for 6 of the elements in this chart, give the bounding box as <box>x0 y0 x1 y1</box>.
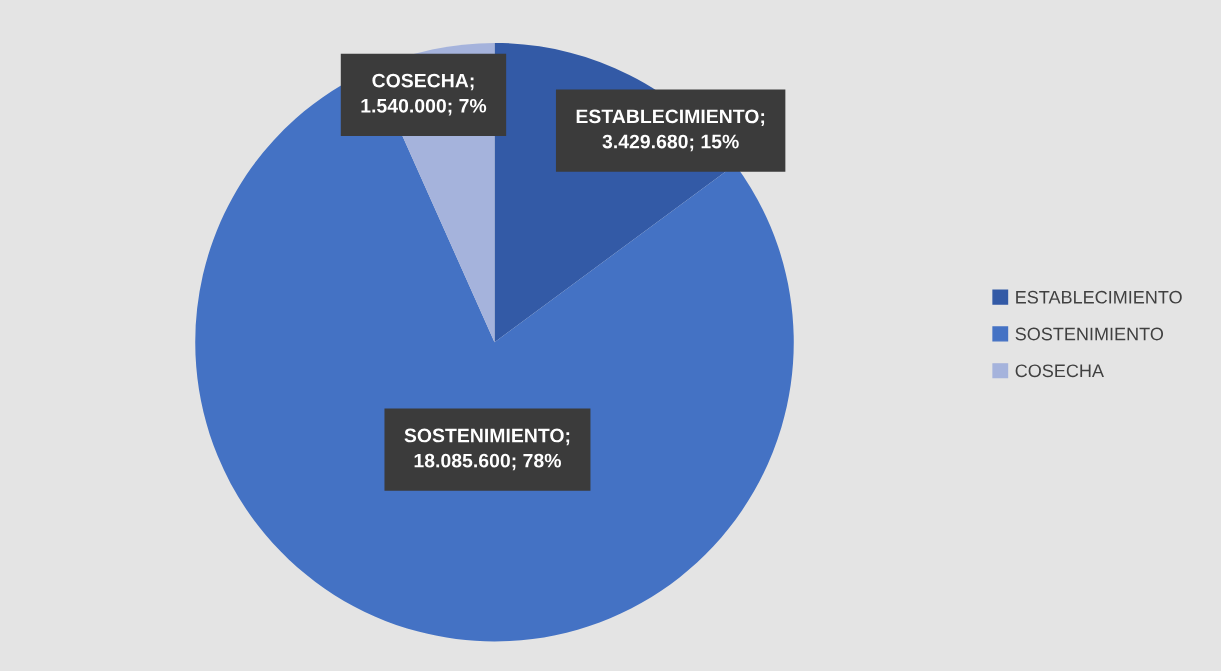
data-label: SOSTENIMIENTO; 18.085.600; 78% <box>404 428 570 471</box>
legend-label: SOSTENIMIENTO <box>1015 327 1164 341</box>
legend-label: ESTABLECIMIENTO <box>1016 290 1182 304</box>
data-label: COSECHA; 1.540.000; 7% <box>361 73 487 116</box>
data-label: ESTABLECIMIENTO; 3.429.680; 15% <box>576 109 765 152</box>
legend-label: COSECHA <box>1015 364 1104 378</box>
